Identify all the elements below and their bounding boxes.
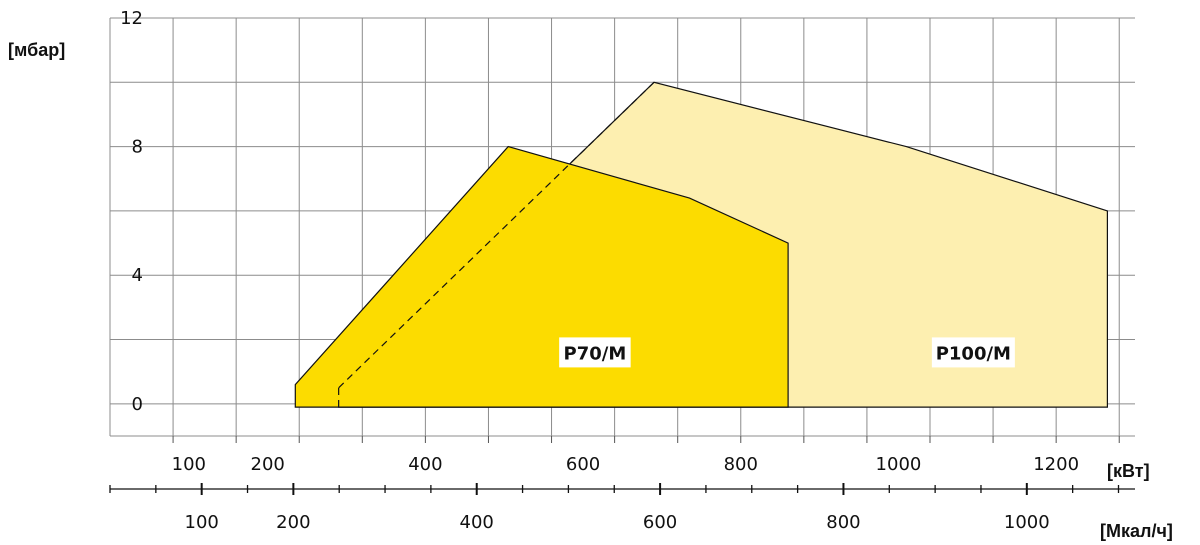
series-label-p70-m: P70/M (564, 343, 627, 364)
y-unit-label: [мбар] (8, 40, 65, 60)
x-tick-label: 800 (724, 454, 758, 475)
x-tick-labels: 100 200 400 600 800 1000 1200 (172, 454, 1079, 475)
area-p100-hidden-edge (338, 81, 655, 389)
x-tick-label: 100 (172, 454, 206, 475)
series-labels: P100/M P70/M (559, 337, 1015, 368)
y-tick-label: 0 (132, 394, 143, 415)
y-tick-label: 12 (120, 8, 143, 29)
x2-tick-label: 400 (460, 512, 494, 533)
x-tick-label: 600 (566, 454, 600, 475)
x-tick-label: 400 (408, 454, 442, 475)
x2-tick-label: 600 (643, 512, 677, 533)
chart-areas (294, 81, 1109, 408)
y-tick-labels: 0 4 8 12 (120, 8, 143, 415)
x2-tick-label: 1000 (1004, 512, 1050, 533)
x2-tick-label: 800 (826, 512, 860, 533)
x-tick-label: 200 (251, 454, 285, 475)
series-label-p100-m: P100/M (936, 343, 1011, 364)
x-unit-label: [кВт] (1107, 461, 1150, 481)
y-tick-label: 4 (132, 265, 143, 286)
x-tick-label: 1000 (876, 454, 922, 475)
x2-unit-label: [Мкал/ч] (1100, 521, 1173, 541)
x-tick-label: 1200 (1033, 454, 1079, 475)
secondary-x-axis: 100 200 400 600 800 1000 (109, 483, 1135, 533)
series-label-box (931, 337, 1015, 368)
area-p70-m (294, 145, 789, 408)
y-tick-label: 8 (132, 137, 143, 158)
x2-tick-label: 200 (276, 512, 310, 533)
x2-tick-label: 100 (185, 512, 219, 533)
series-label-box (559, 337, 631, 368)
